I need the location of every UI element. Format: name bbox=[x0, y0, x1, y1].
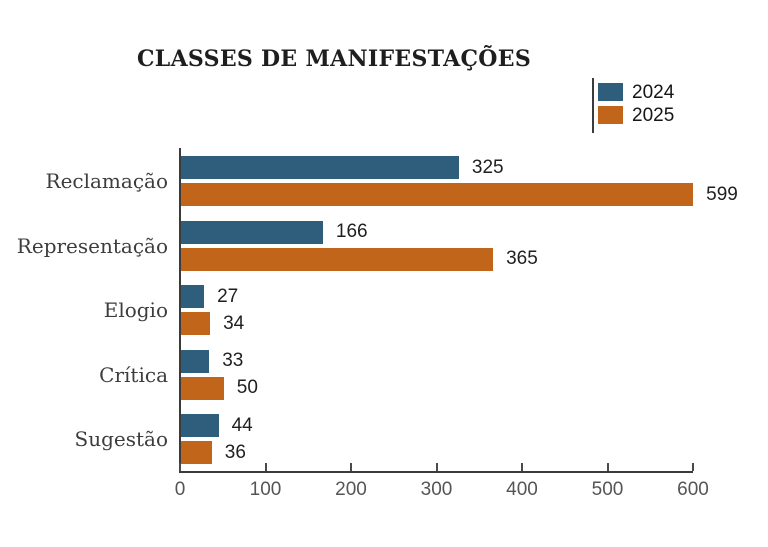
x-axis-tick-label-200: 200 bbox=[335, 479, 367, 500]
x-axis-tick-label-100: 100 bbox=[249, 479, 282, 500]
x-axis-tick-300 bbox=[435, 463, 438, 471]
x-axis-tick-label-300: 300 bbox=[420, 479, 453, 500]
value-label-2024-elogio: 27 bbox=[217, 285, 239, 307]
bar-2025-reclamacao bbox=[181, 183, 694, 206]
bar-2025-elogio bbox=[181, 312, 211, 336]
x-axis-tick-400 bbox=[521, 463, 523, 471]
chart-title: CLASSES DE MANIFESTAÇÕES bbox=[136, 46, 532, 72]
legend-divider-line bbox=[592, 78, 594, 133]
legend-item-2024: 2024 bbox=[598, 81, 675, 103]
bar-2024-representacao bbox=[181, 220, 323, 244]
bar-2024-sugestao bbox=[181, 414, 219, 438]
category-label-elogio: Elogio bbox=[103, 298, 168, 323]
bar-2024-elogio bbox=[181, 285, 205, 309]
legend-label-2024: 2024 bbox=[632, 81, 675, 103]
x-axis-tick-500 bbox=[606, 463, 609, 471]
category-label-reclamacao: Reclamação bbox=[45, 169, 168, 193]
value-label-2024-sugestao: 44 bbox=[231, 414, 253, 436]
value-label-2025-representacao: 365 bbox=[506, 248, 538, 270]
x-axis-tick-0 bbox=[179, 463, 181, 471]
x-axis-tick-100 bbox=[264, 463, 267, 471]
x-axis-tick-label-600: 600 bbox=[677, 479, 709, 500]
legend-swatch-2024 bbox=[598, 83, 623, 101]
value-label-2025-reclamacao: 599 bbox=[706, 183, 738, 205]
value-label-2025-critica: 50 bbox=[236, 377, 258, 399]
bar-2025-sugestao bbox=[181, 441, 212, 465]
x-axis-tick-label-400: 400 bbox=[506, 479, 538, 500]
bar-2024-reclamacao bbox=[181, 156, 459, 179]
category-label-sugestao: Sugestão bbox=[74, 427, 169, 452]
bar-2025-representacao bbox=[181, 247, 494, 271]
value-label-2024-representacao: 166 bbox=[335, 221, 368, 243]
value-label-2024-critica: 33 bbox=[222, 350, 244, 372]
x-axis-tick-600 bbox=[692, 463, 694, 471]
legend-item-2025: 2025 bbox=[598, 104, 675, 126]
legend-label-2025: 2025 bbox=[632, 104, 675, 126]
legend: 2024 2025 bbox=[598, 83, 674, 129]
category-label-representacao: Representação bbox=[16, 233, 168, 258]
value-label-2025-elogio: 34 bbox=[223, 312, 245, 334]
bar-2025-critica bbox=[181, 376, 224, 400]
category-label-critica: Crítica bbox=[99, 362, 168, 387]
x-axis-line bbox=[179, 471, 693, 473]
x-axis-tick-label-500: 500 bbox=[591, 479, 624, 500]
legend-swatch-2025 bbox=[598, 106, 623, 124]
bar-2024-critica bbox=[181, 349, 210, 373]
value-label-2025-sugestao: 36 bbox=[224, 441, 246, 463]
x-axis-tick-200 bbox=[350, 463, 352, 471]
value-label-2024-reclamacao: 325 bbox=[471, 156, 504, 178]
y-axis-line bbox=[179, 148, 181, 473]
x-axis-tick-label-0: 0 bbox=[174, 479, 186, 500]
